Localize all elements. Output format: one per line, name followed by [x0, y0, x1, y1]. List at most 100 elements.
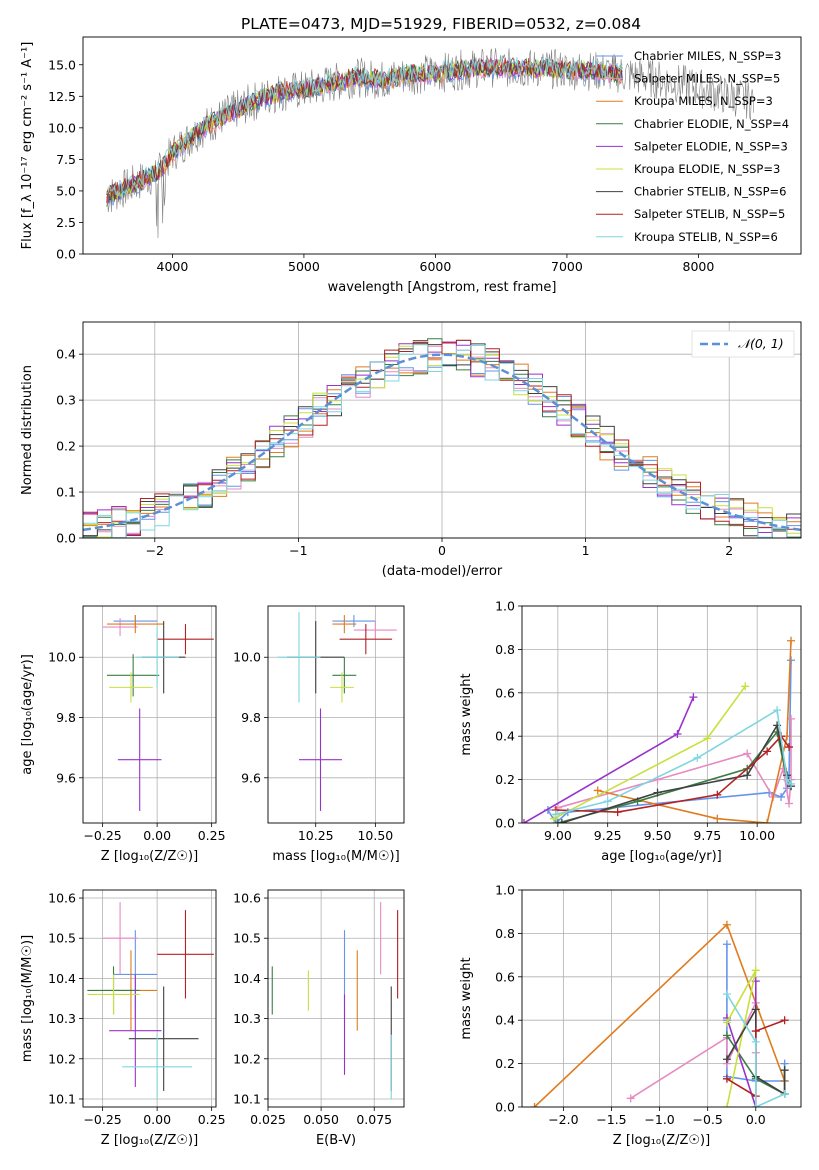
x-tick-label: 1	[582, 543, 590, 558]
model-spectrum-line	[106, 55, 623, 203]
plot-area	[530, 920, 789, 1107]
y-tick-label: 10.3	[48, 1011, 76, 1026]
mass-weight-marker	[763, 819, 772, 823]
mass-weight-marker	[703, 734, 712, 743]
x-tick-label: 0	[438, 543, 446, 558]
x-tick-label: −1.5	[596, 1112, 626, 1127]
mass-weight-marker	[693, 753, 702, 762]
mass-weight-marker	[743, 749, 752, 758]
error-bar-point	[277, 612, 321, 703]
error-bar-point	[102, 618, 138, 637]
x-tick-label: 0.050	[303, 1112, 339, 1127]
y-tick-label: 5.0	[56, 183, 76, 198]
model-spectrum-line	[106, 58, 623, 201]
mass-vs-ebv-panel: 0.025 0.050 0.075 10.1 10.2 10.3 10.4 10.5 10.6 E…	[233, 889, 405, 1148]
observed-spectrum-line	[106, 48, 754, 239]
y-tick-label: 10.1	[48, 1091, 76, 1106]
x-axis-label: wavelength [Angstrom, rest frame]	[328, 280, 557, 295]
y-tick-label: 12.5	[48, 89, 76, 104]
grid	[83, 606, 216, 823]
error-bar-point	[157, 910, 214, 999]
x-tick-label: 9.75	[693, 828, 721, 843]
x-tick-label: −0.5	[692, 1112, 722, 1127]
mass-weight-marker	[777, 792, 786, 801]
y-tick-label: 0.6	[495, 685, 515, 700]
error-bar-point	[299, 708, 342, 811]
y-tick-label: 0.1	[56, 485, 76, 500]
plot-area	[102, 615, 214, 811]
mass-weight-marker	[780, 1016, 789, 1025]
y-tick-label: 10.0	[48, 650, 76, 665]
mass-weight-marker	[713, 814, 722, 823]
mass-weight-marker	[593, 786, 602, 795]
error-bar-point	[106, 615, 164, 634]
plot-area	[87, 902, 214, 1099]
legend-entry: Chabrier ELODIE, N_SSP=4	[634, 117, 789, 131]
error-bar-point	[109, 672, 153, 703]
x-tick-label: 0.075	[356, 1112, 392, 1127]
mass-weight-marker	[626, 1094, 635, 1103]
mass-weight-marker	[785, 799, 794, 808]
mass-weight-marker	[783, 775, 792, 784]
axes-frame	[267, 605, 405, 824]
y-tick-label: 10.2	[48, 1051, 76, 1066]
y-axis-label: Normed distribution	[20, 365, 35, 495]
y-axis-label: mass weight	[459, 673, 474, 755]
error-bar-point	[128, 986, 199, 1091]
grid	[268, 606, 404, 823]
error-bar-point	[87, 974, 140, 1015]
x-tick-label: 7000	[551, 259, 583, 274]
error-bar-point	[135, 627, 179, 688]
y-tick-label: 10.4	[233, 971, 261, 986]
mass-weight-marker	[751, 1037, 760, 1046]
mass-weight-marker	[722, 990, 731, 999]
error-bar-point	[109, 974, 162, 1087]
y-tick-label: 1.0	[495, 599, 515, 614]
error-bar-point	[339, 624, 393, 655]
y-tick-label: 7.5	[56, 152, 76, 167]
error-bar-point	[332, 615, 376, 628]
legend-entry: Kroupa MILES, N_SSP=3	[634, 94, 773, 108]
legend-entry: Salpeter ELODIE, N_SSP=3	[634, 139, 788, 153]
y-tick-label: 10.2	[233, 1051, 261, 1066]
x-axis-label: (data-model)/error	[382, 564, 503, 579]
y-tick-label: 9.6	[56, 770, 76, 785]
grid	[522, 605, 801, 824]
residual-histogram	[83, 344, 801, 538]
x-tick-label: 10.50	[357, 828, 393, 843]
mass-weight-marker	[751, 966, 760, 975]
axes-frame	[82, 36, 802, 255]
x-tick-label: 9.50	[644, 828, 672, 843]
mass-weight-marker	[722, 920, 731, 929]
y-tick-label: 10.0	[233, 650, 261, 665]
mass-weight-marker	[722, 1103, 731, 1107]
y-tick-label: 0.0	[495, 816, 515, 831]
legend-entry: 𝒩(0, 1)	[738, 336, 784, 351]
mass-weight-marker	[713, 790, 722, 799]
mass-weight-series-line	[553, 685, 746, 820]
mass-weight-marker	[787, 779, 796, 788]
mass-weight-marker	[785, 743, 794, 752]
y-tick-label: 9.6	[241, 770, 261, 785]
y-tick-label: 10.4	[48, 971, 76, 986]
plot-area	[83, 338, 801, 538]
y-tick-label: 9.8	[241, 710, 261, 725]
axes-frame	[82, 889, 217, 1108]
y-tick-label: 0.4	[495, 729, 515, 744]
mass-weight-marker	[530, 1103, 539, 1107]
plot-area	[271, 902, 399, 1099]
y-tick-label: 0.2	[56, 439, 76, 454]
y-tick-label: 10.3	[233, 1011, 261, 1026]
y-axis-label: age [log₁₀(age/yr)]	[20, 654, 35, 775]
figure-title: PLATE=0473, MJD=51929, FIBERID=0532, z=0…	[241, 15, 641, 33]
mass-weight-series-line	[726, 969, 757, 1107]
y-tick-label: 0.2	[495, 772, 515, 787]
mass-weight-marker	[751, 1005, 760, 1014]
age-vs-mass-panel: 10.25 10.50 9.6 9.8 10.0 mass [log₁₀(M/M☉)]	[233, 605, 405, 864]
y-tick-label: 0.6	[495, 969, 515, 984]
x-tick-label: 0.25	[198, 1112, 226, 1127]
error-bar-point	[353, 621, 397, 640]
error-bar-point	[330, 672, 354, 703]
x-tick-label: −2	[146, 543, 164, 558]
x-tick-label: 9.25	[594, 828, 622, 843]
